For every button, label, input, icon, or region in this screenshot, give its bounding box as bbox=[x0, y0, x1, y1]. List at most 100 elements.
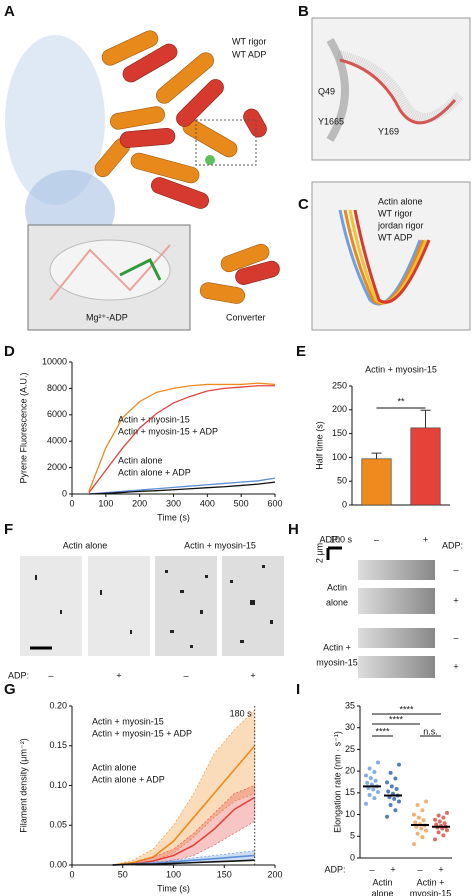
y-tick-label: 0.15 bbox=[49, 740, 67, 750]
x-tick-label: 200 bbox=[267, 869, 282, 879]
micrographs bbox=[20, 556, 284, 656]
significance-label: n.s. bbox=[423, 726, 438, 736]
data-point bbox=[388, 770, 393, 775]
group-label: alone bbox=[326, 597, 348, 607]
y-tick-label: 0.05 bbox=[49, 820, 67, 830]
y-tick-label: 0.00 bbox=[49, 859, 67, 869]
annotation: Mg²⁺-ADP bbox=[86, 312, 128, 322]
y-tick-label: 2000 bbox=[47, 462, 67, 472]
data-point bbox=[412, 842, 416, 847]
panel-label: G bbox=[4, 681, 16, 698]
y-tick-label: 200 bbox=[332, 404, 347, 414]
data-point bbox=[419, 826, 424, 831]
x-tick-label: + bbox=[390, 864, 395, 874]
error-bar bbox=[371, 452, 382, 459]
legend-label: WT ADP bbox=[232, 49, 266, 59]
group-label: myosin-15 bbox=[316, 657, 358, 667]
axis-label: ADP: bbox=[8, 670, 29, 680]
data-point bbox=[441, 815, 446, 820]
data-point bbox=[367, 793, 372, 798]
group-label: Actin + myosin-15 bbox=[184, 540, 256, 550]
y-tick-label: 50 bbox=[337, 476, 347, 486]
data-point bbox=[385, 814, 389, 819]
x-axis-title: ADP: bbox=[324, 864, 345, 874]
legend-label: WT ADP bbox=[378, 232, 412, 242]
group-label: Actin + bbox=[323, 642, 351, 652]
line bbox=[88, 481, 276, 495]
data-point bbox=[371, 787, 376, 792]
panel-label: C bbox=[298, 196, 309, 213]
panel-label: H bbox=[288, 521, 299, 538]
data-point bbox=[376, 789, 380, 794]
data-point bbox=[415, 831, 420, 836]
legend-label: Actin + myosin-15 + ADP bbox=[118, 426, 218, 436]
structure-b bbox=[311, 17, 471, 161]
condition-label: – bbox=[453, 632, 458, 642]
data-point bbox=[372, 796, 377, 801]
x-tick-label: + bbox=[423, 534, 428, 544]
legend-label: Actin alone + ADP bbox=[92, 774, 165, 784]
x-tick-label: 500 bbox=[234, 498, 249, 508]
data-point bbox=[433, 817, 437, 822]
data-point bbox=[424, 828, 428, 833]
data-point bbox=[420, 808, 425, 813]
panel-label: B bbox=[298, 3, 309, 20]
line bbox=[88, 385, 275, 494]
group-label: Actin + bbox=[417, 877, 445, 887]
y-tick-label: 0 bbox=[350, 852, 355, 862]
x-axis-title: Time (s) bbox=[157, 883, 190, 893]
data-point bbox=[441, 833, 446, 838]
data-point bbox=[386, 789, 391, 794]
panel-label: I bbox=[296, 681, 300, 698]
legend-label: Actin alone bbox=[92, 762, 137, 772]
data-point bbox=[413, 820, 418, 825]
legend-label: Actin + myosin-15 bbox=[92, 716, 164, 726]
group-label: Actin bbox=[372, 877, 392, 887]
y-tick-label: 6000 bbox=[47, 409, 67, 419]
legend-label: WT rigor bbox=[378, 208, 412, 218]
data-point bbox=[445, 810, 449, 815]
condition-label: + bbox=[453, 661, 458, 671]
data-point bbox=[397, 762, 401, 767]
legend-label: Actin alone bbox=[118, 455, 163, 465]
y-tick-label: 15 bbox=[345, 787, 355, 797]
y-tick-label: 20 bbox=[345, 766, 355, 776]
data-point bbox=[368, 776, 373, 781]
group-label: myosin-15 bbox=[410, 888, 452, 896]
data-point bbox=[415, 803, 420, 808]
data-point bbox=[364, 801, 368, 806]
group-label: alone bbox=[371, 888, 393, 896]
y-tick-label: 5 bbox=[350, 831, 355, 841]
data-point bbox=[385, 780, 389, 785]
legend-label: Actin alone bbox=[378, 196, 423, 206]
panel-label: E bbox=[296, 343, 306, 360]
residue-label: Y1665 bbox=[318, 116, 344, 126]
significance-label: **** bbox=[389, 714, 404, 724]
legend-label: jordan rigor bbox=[377, 220, 424, 230]
data-point bbox=[416, 815, 421, 820]
y-tick-label: 250 bbox=[332, 380, 347, 390]
x-tick-label: – bbox=[374, 534, 379, 544]
data-point bbox=[372, 770, 377, 775]
residue-label: Y169 bbox=[378, 126, 399, 136]
y-tick-label: 0.10 bbox=[49, 780, 67, 790]
bar bbox=[361, 458, 392, 506]
condition-label: + bbox=[250, 670, 255, 680]
condition-label: + bbox=[453, 595, 458, 605]
annotation: Converter bbox=[226, 312, 266, 322]
error-bar bbox=[420, 409, 431, 428]
data-point bbox=[420, 835, 425, 840]
y-tick-label: 10 bbox=[345, 809, 355, 819]
y-tick-label: 100 bbox=[332, 452, 347, 462]
data-point bbox=[397, 799, 401, 804]
x-tick-label: 600 bbox=[267, 498, 282, 508]
significance-label: ** bbox=[397, 396, 405, 406]
data-point bbox=[367, 766, 372, 771]
x-tick-label: 400 bbox=[200, 498, 215, 508]
marker-label: 180 s bbox=[230, 708, 253, 718]
scale-label: 100 s bbox=[330, 534, 353, 544]
structure-c bbox=[311, 181, 471, 331]
y-tick-label: 4000 bbox=[47, 436, 67, 446]
legend-label: Actin + myosin-15 bbox=[118, 414, 190, 424]
x-tick-label: 200 bbox=[132, 498, 147, 508]
